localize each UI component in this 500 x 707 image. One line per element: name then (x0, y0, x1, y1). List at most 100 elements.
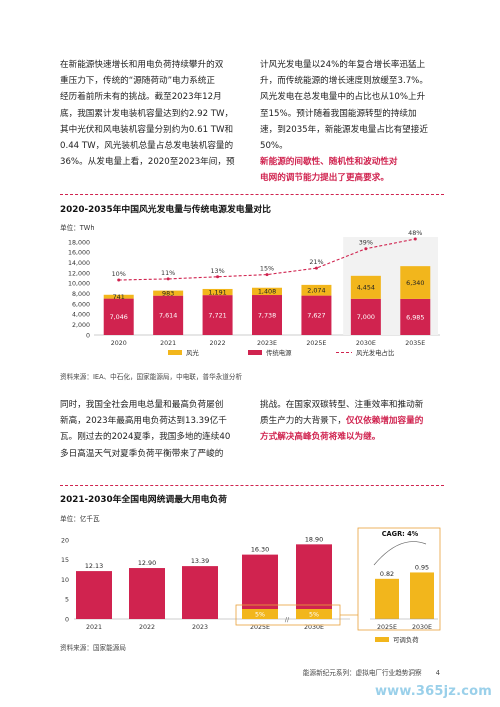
bar-value-label: 1,408 (258, 288, 276, 296)
y-tick-label: 8,000 (72, 291, 90, 298)
paragraph-line: 风光发电在总发电量中的占比也从10%上升 (260, 92, 426, 103)
x-tick-label: 2025E (377, 624, 397, 631)
chart1-source: 资料来源：IEA、中石化，国家能源局，中电联，普华永道分析 (60, 373, 243, 381)
share-point (265, 273, 269, 277)
share-label: 48% (408, 230, 422, 237)
y-tick-label: 2,000 (72, 322, 90, 329)
share-label: 39% (359, 239, 373, 247)
highlight-text: 新能源的间歇性、随机性和波动性对 (260, 157, 398, 168)
bar-traditional (202, 295, 233, 335)
bar (76, 571, 112, 619)
bar-value-label: 6,340 (406, 279, 424, 287)
bar-traditional (153, 295, 184, 335)
y-tick-label: 5 (65, 597, 69, 604)
cagr-arrow (373, 541, 427, 566)
bar-value-label: 7,721 (208, 311, 226, 319)
chart2-source: 资料来源：国家能源局 (60, 644, 126, 652)
bar-value-label: 0.95 (415, 563, 429, 571)
bar-value-label: 12.90 (138, 559, 156, 567)
paragraph-line: 速，到2035年，新能源发电量占比有望接近 (260, 124, 428, 135)
chart1-stacked-bar-line: 0 2,000 4,000 6,000 8,000 10,000 12,000 14,000 1… (68, 230, 440, 357)
paragraph-line: 瓦。刚过去的2024夏季，我国多地的连续40 (60, 432, 231, 443)
x-tick-label: 2025E (306, 340, 326, 347)
bar-traditional (252, 295, 282, 335)
bar (296, 544, 332, 619)
legend-swatch-wind-solar (168, 350, 182, 355)
x-tick-label: 2023E (257, 340, 277, 347)
bar-value-label: 6,985 (406, 313, 424, 321)
bar-value-label: 0.82 (380, 570, 394, 578)
paragraph-line: 底，我国累计发电装机容量达到约2.92 TW， (60, 108, 234, 119)
y-tick-label: 0 (65, 616, 69, 623)
bar (242, 554, 278, 619)
legend-label: 风光 (186, 348, 199, 357)
paragraph-line: 其中光伏和风电装机容量分别约为0.61 TW和 (60, 124, 234, 135)
paragraph-line: 升，而传统能源的增长速度则放缓至3.7%。 (260, 76, 428, 87)
paragraph-1-right: 计风光发电量以24%的年复合增长率迅猛上 升，而传统能源的增长速度则放缓至3.7%… (260, 57, 450, 187)
x-tick-label: 2030E (412, 624, 432, 631)
paragraph-2-right-line: 挑战。在国家双碳转型、注重效率和推动新 (260, 400, 424, 410)
x-tick-label: 2023 (192, 624, 208, 631)
share-label: 21% (309, 258, 323, 266)
paragraph-line: 多日高温天气对夏季负荷平衡带来了严峻的 (60, 448, 224, 459)
page-footer: 能源新纪元系列：虚拟电厂行业趋势洞察 4 (303, 667, 440, 677)
y-tick-label: 14,000 (68, 260, 90, 267)
adjustable-load-bar (410, 572, 434, 619)
y-tick-label: 16,000 (68, 250, 90, 257)
paragraph-line: 新高，2023年最高用电负荷达到13.39亿千 (60, 416, 227, 427)
chart2-unit-label: 单位： (60, 515, 80, 523)
bar-value-label: 7,046 (110, 313, 128, 321)
x-tick-label: 2030E (304, 624, 324, 631)
share-label: 11% (161, 269, 175, 277)
footer-series-title: 能源新纪元系列：虚拟电厂行业趋势洞察 (302, 669, 422, 677)
cagr-label: CAGR: 4% (382, 530, 419, 538)
bar-wind-solar (252, 287, 282, 296)
paragraph-line: 在新能源快速增长和用电负荷持续攀升的双 (60, 60, 224, 70)
bar-wind-solar (350, 275, 381, 299)
bar-traditional (103, 298, 134, 335)
paragraph-2-left: 同时，我国全社会用电总量和最高负荷屡创 新高，2023年最高用电负荷达到13.39… (60, 397, 250, 462)
chart2-bar: 0 5 10 15 20 12.13 2021 12.90 2022 13.39 2023 16.30… (61, 527, 441, 644)
bar-value-label: 16.30 (251, 546, 269, 554)
bar-value-label: 1,191 (208, 288, 226, 296)
bar-value-label: 7,738 (258, 311, 276, 319)
x-tick-label: 2020 (111, 340, 127, 347)
x-tick-label: 2022 (139, 624, 155, 631)
y-tick-label: 6,000 (72, 301, 90, 308)
paragraph-line: 36%。从发电量上看，2020至2023年间，预 (60, 157, 235, 168)
legend-label: 可调负荷 (393, 635, 419, 644)
page-number: 4 (435, 669, 440, 677)
legend-swatch (375, 637, 389, 642)
y-tick-label: 10,000 (68, 281, 90, 288)
chart1-title: 2020-2035年中国风光发电量与传统电源发电量对比 (60, 205, 271, 215)
share-label: 15% (260, 265, 274, 273)
bar-wind-solar (103, 294, 134, 299)
bar-inner-label: 5% (255, 612, 265, 619)
bar-value-label: 12.13 (85, 562, 103, 570)
section-divider (60, 194, 444, 195)
x-tick-label: 2035E (405, 340, 425, 347)
bar-value-label: 18.90 (305, 535, 323, 543)
share-point (314, 266, 318, 270)
paragraph-line: 同时，我国全社会用电总量和最高负荷屡创 (60, 400, 224, 410)
paragraph-line: 计风光发电量以24%的年复合增长率迅猛上 (260, 60, 426, 70)
legend-label: 传统电源 (266, 348, 292, 357)
paragraph-line: 经历着前所未有的挑战。截至2023年12月 (60, 92, 222, 103)
bar (182, 566, 218, 619)
chart2-title: 2021-2030年全国电网统调最大用电负荷 (60, 495, 227, 505)
paragraph-line: 重压力下，传统的“源随荷动”电力系统正 (60, 76, 215, 87)
bar-traditional (301, 295, 332, 335)
y-tick-label: 0 (86, 332, 90, 339)
x-tick-label: 2022 (210, 340, 226, 347)
y-tick-label: 12,000 (68, 270, 90, 277)
y-tick-label: 10 (61, 577, 69, 584)
legend-swatch-traditional (248, 350, 262, 355)
adjustable-load-bar (375, 578, 399, 619)
share-point (413, 237, 417, 241)
highlight-text: 方式解决高峰负荷将难以为继。 (260, 432, 381, 443)
section-divider (60, 485, 444, 486)
y-tick-label: 20 (61, 537, 69, 544)
x-tick-label: 2030E (356, 340, 376, 347)
x-tick-label: 2021 (86, 624, 102, 631)
share-point (216, 275, 220, 279)
